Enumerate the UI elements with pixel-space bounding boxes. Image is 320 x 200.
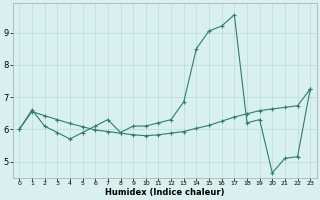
X-axis label: Humidex (Indice chaleur): Humidex (Indice chaleur) [105,188,225,197]
